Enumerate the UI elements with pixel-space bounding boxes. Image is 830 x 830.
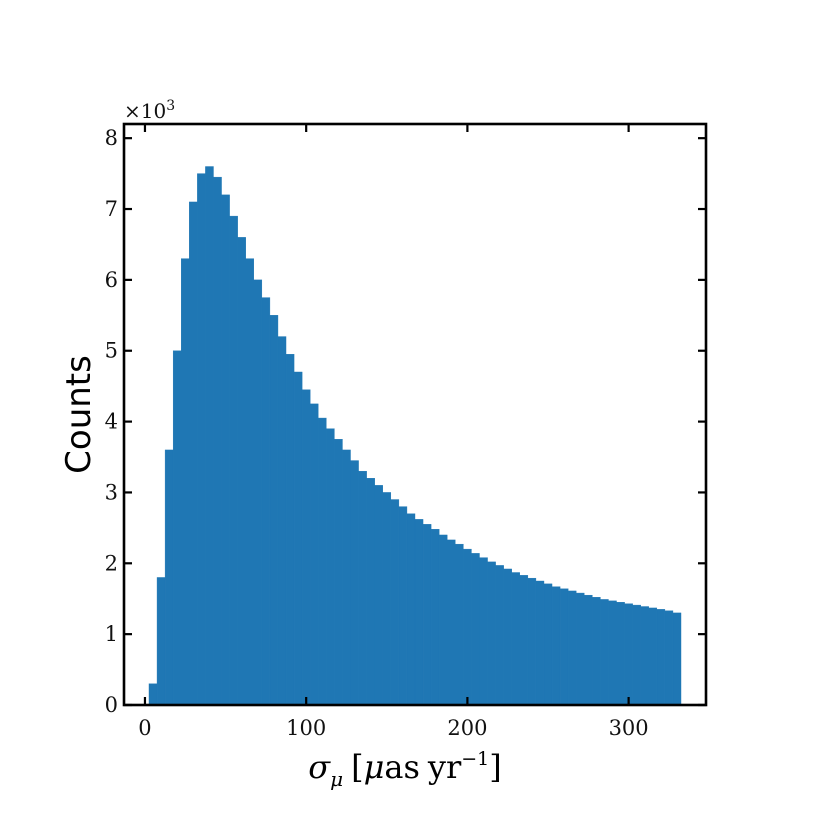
- histogram-bar: [398, 506, 408, 706]
- y-tick-label: 3: [105, 480, 118, 504]
- histogram-bar: [164, 449, 174, 706]
- histogram-bar: [648, 607, 658, 706]
- histogram-bar: [374, 485, 383, 706]
- histogram-bar: [527, 577, 537, 706]
- histogram-bar: [334, 439, 343, 706]
- histogram-bar: [253, 279, 263, 706]
- y-tick-label: 8: [105, 126, 118, 150]
- histogram-bar: [551, 586, 561, 706]
- histogram-bar: [181, 258, 190, 706]
- y-tick-label: 1: [105, 622, 118, 646]
- histogram-bar: [237, 237, 246, 706]
- histogram-bar: [608, 600, 617, 706]
- histogram-bar: [422, 524, 432, 706]
- histogram-bar: [576, 592, 585, 706]
- histogram-bar: [414, 519, 424, 706]
- histogram-bar: [229, 215, 238, 706]
- y-tick-label: 0: [105, 693, 118, 717]
- x-axis-label: σμ [μas yr−1]: [308, 748, 502, 791]
- histogram-bar: [269, 315, 279, 706]
- y-tick-label: 4: [105, 410, 118, 434]
- histogram-bar: [438, 534, 448, 706]
- histogram-bar: [318, 417, 327, 706]
- histogram-bar: [632, 604, 641, 706]
- histogram-bar: [592, 597, 601, 706]
- x-tick-label: 300: [609, 716, 649, 740]
- histogram-bar: [463, 548, 472, 706]
- histogram-bar: [471, 553, 480, 706]
- histogram-bar: [189, 201, 198, 706]
- histogram-bar: [511, 572, 520, 706]
- histogram-bar: [519, 575, 529, 706]
- histogram-bar: [495, 565, 504, 706]
- histogram-bar: [430, 529, 440, 706]
- histogram-bar: [567, 590, 577, 706]
- histogram-bar: [535, 580, 545, 706]
- histogram-bar: [640, 606, 649, 706]
- histogram-bar: [310, 403, 319, 706]
- y-axis-label: Counts: [59, 355, 99, 474]
- histogram-bar: [616, 602, 625, 706]
- tick-labels: 0 100 200 300 0 1 2 3 4 5 6 7 8: [105, 126, 649, 740]
- histogram-bar: [350, 460, 359, 706]
- histogram-bar: [148, 683, 158, 706]
- histogram-bar: [213, 176, 222, 706]
- x-tick-label: 100: [286, 716, 326, 740]
- x-tick-label: 0: [138, 716, 151, 740]
- histogram-bar: [406, 513, 416, 706]
- histogram-bar: [487, 561, 496, 706]
- histogram-bar: [277, 336, 287, 706]
- histogram-bar: [664, 610, 674, 706]
- histogram-bar: [172, 350, 182, 706]
- histogram-bar: [479, 557, 488, 706]
- histogram-bar: [390, 499, 400, 706]
- histogram-bar: [358, 470, 367, 706]
- histogram-bar: [447, 539, 456, 706]
- histogram-bar: [382, 492, 392, 706]
- histogram-bar: [672, 612, 682, 706]
- histogram-bar: [624, 603, 633, 706]
- histogram-bar: [293, 371, 303, 706]
- histogram-bar: [205, 166, 214, 706]
- y-tick-label: 5: [105, 339, 118, 363]
- histogram-bar: [285, 354, 295, 706]
- histogram-bar: [543, 583, 553, 706]
- histogram-bar: [221, 194, 230, 706]
- histogram-bar: [366, 478, 375, 706]
- y-scale-multiplier: ×103: [124, 98, 175, 123]
- x-tick-label: 200: [447, 716, 487, 740]
- y-tick-label: 2: [105, 551, 118, 575]
- histogram-bar: [156, 577, 166, 706]
- histogram-bar: [261, 297, 271, 706]
- histogram-bar: [197, 173, 206, 706]
- histogram-bar: [301, 389, 311, 706]
- histogram-bar: [455, 543, 464, 706]
- histogram-bar: [342, 449, 351, 706]
- y-tick-label: 6: [105, 268, 118, 292]
- y-tick-label: 7: [105, 197, 118, 221]
- histogram-bar: [600, 599, 609, 706]
- histogram-bar: [326, 428, 335, 706]
- histogram-bar: [245, 258, 254, 706]
- plot-frame: [122, 122, 708, 707]
- histogram-bar: [559, 588, 569, 706]
- histogram-bar: [656, 609, 666, 706]
- axis-ticks: [124, 124, 706, 707]
- histogram-bar: [584, 594, 593, 706]
- histogram-bar: [503, 568, 512, 706]
